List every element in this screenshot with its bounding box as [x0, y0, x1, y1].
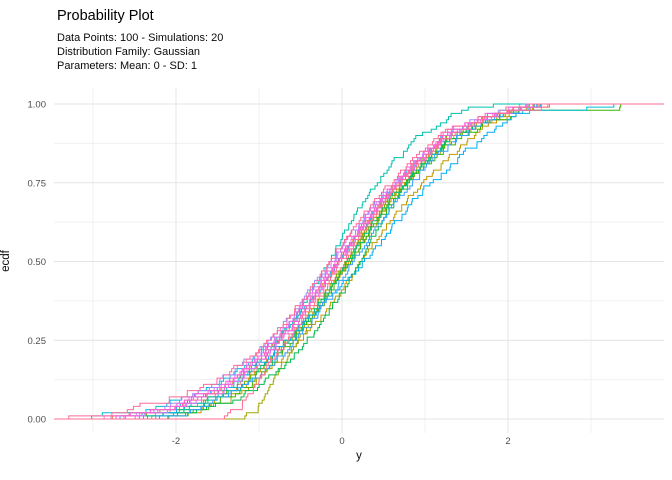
plot-subtitle: Data Points: 100 - Simulations: 20 Distr… — [57, 31, 223, 73]
ecdf-curve-sim-12 — [54, 103, 664, 420]
ecdf-curve-sim-9 — [54, 103, 664, 420]
ecdf-curve-sim-17 — [54, 103, 664, 420]
y-tick-label: 0.25 — [28, 336, 47, 347]
subtitle-line-2: Distribution Family: Gaussian — [57, 46, 201, 58]
ecdf-curve-sim-19 — [54, 103, 664, 420]
ecdf-curve-sim-20 — [54, 103, 664, 420]
ecdf-curve-sim-7 — [54, 103, 664, 420]
x-axis-title: y — [356, 450, 362, 462]
y-tick-label: 1.00 — [28, 100, 47, 111]
ecdf-curve-sim-13 — [54, 103, 664, 420]
ecdf-curve-sim-4 — [54, 103, 664, 420]
x-tick-label: 0 — [339, 436, 344, 447]
x-tick-label: 2 — [505, 436, 510, 447]
y-tick-label: 0.75 — [28, 178, 47, 189]
y-axis-title: ecdf — [0, 250, 12, 272]
y-tick-label: 0.00 — [28, 415, 47, 426]
x-tick-label: -2 — [172, 436, 180, 447]
page-title: Probability Plot — [57, 8, 154, 24]
y-tick-label: 0.50 — [28, 257, 47, 268]
subtitle-line-1: Data Points: 100 - Simulations: 20 — [57, 32, 224, 44]
subtitle-line-3: Parameters: Mean: 0 - SD: 1 — [57, 60, 197, 72]
